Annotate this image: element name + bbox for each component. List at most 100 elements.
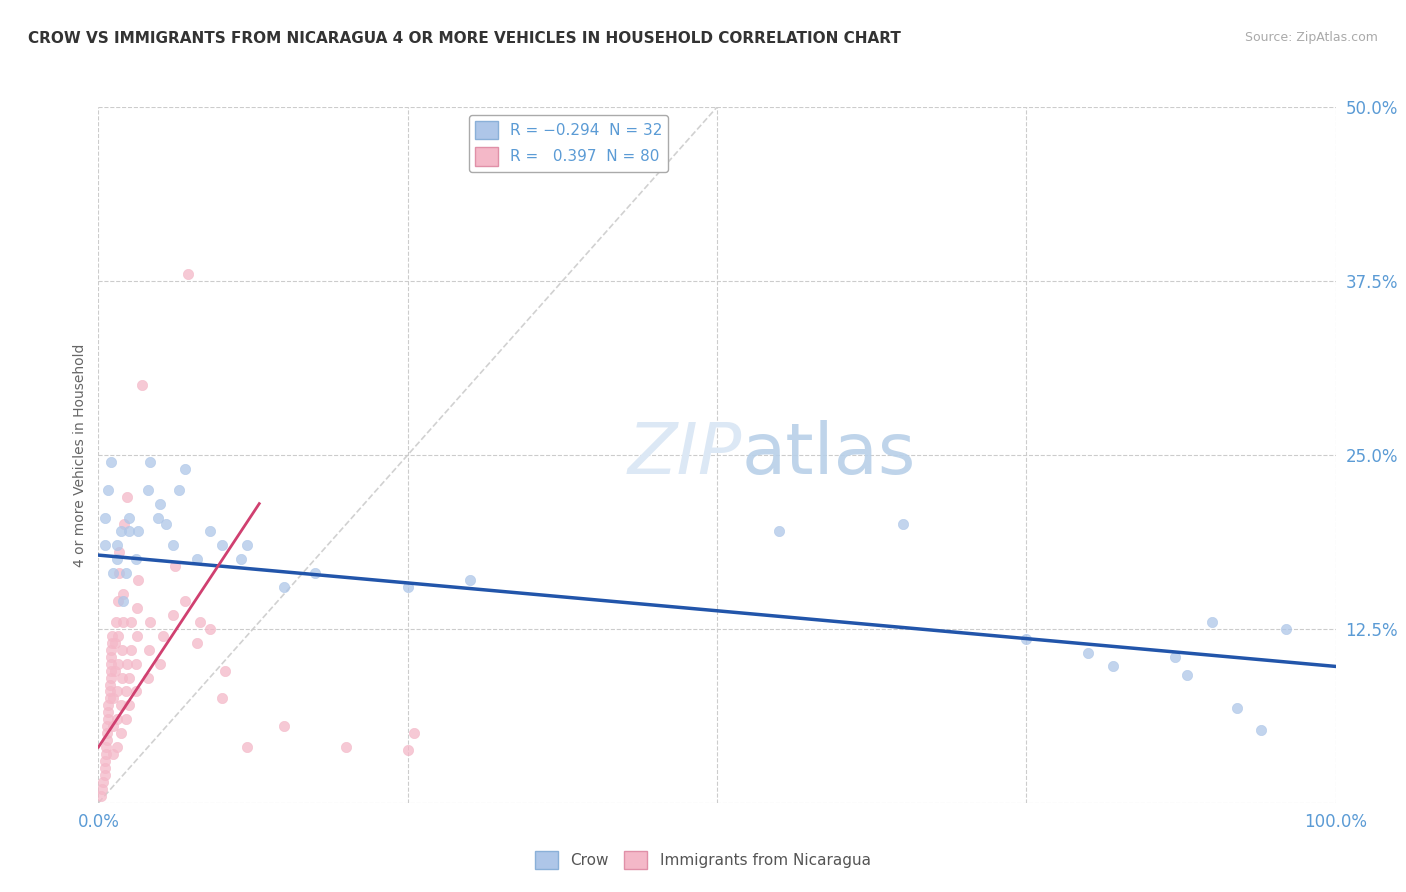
Point (114, 566, 136, 581)
Point (174, 462, 197, 476)
Point (104, 615, 127, 629)
Point (458, 573, 481, 587)
Point (103, 664, 125, 678)
Point (97, 712, 120, 726)
Point (188, 615, 211, 629)
Point (112, 615, 135, 629)
Point (214, 664, 236, 678)
Point (162, 538, 184, 552)
Point (97, 706, 120, 720)
Point (273, 580, 295, 594)
Point (1015, 632, 1038, 646)
Text: ZIP: ZIP (627, 420, 742, 490)
Point (90, 789, 112, 803)
Point (103, 636, 125, 650)
Point (114, 712, 136, 726)
Point (402, 726, 425, 740)
Point (174, 594, 197, 608)
Point (1077, 646, 1099, 660)
Point (114, 684, 136, 698)
Point (236, 538, 259, 552)
Point (124, 684, 146, 698)
Point (93, 775, 115, 789)
Point (138, 642, 160, 657)
Point (211, 538, 233, 552)
Point (108, 545, 131, 559)
Point (105, 552, 128, 566)
Point (97, 483, 120, 497)
Point (165, 559, 187, 574)
Point (1250, 723, 1272, 738)
Point (105, 740, 128, 755)
Point (103, 747, 125, 761)
Point (396, 580, 419, 594)
Point (768, 524, 790, 539)
Point (127, 573, 149, 587)
Point (93, 768, 115, 782)
Point (103, 566, 125, 581)
Point (120, 642, 142, 657)
Point (110, 698, 132, 713)
Y-axis label: 4 or more Vehicles in Household: 4 or more Vehicles in Household (73, 343, 87, 566)
Point (112, 594, 135, 608)
Point (110, 524, 132, 539)
Point (98, 691, 121, 706)
Point (91, 781, 114, 796)
Point (146, 510, 169, 524)
Text: CROW VS IMMIGRANTS FROM NICARAGUA 4 OR MORE VEHICLES IN HOUSEHOLD CORRELATION CH: CROW VS IMMIGRANTS FROM NICARAGUA 4 OR M… (28, 31, 901, 46)
Point (107, 657, 129, 671)
Text: Source: ZipAtlas.com: Source: ZipAtlas.com (1244, 31, 1378, 45)
Point (118, 671, 141, 685)
Point (96, 733, 118, 747)
Point (105, 684, 128, 698)
Point (100, 664, 122, 678)
Point (105, 538, 128, 552)
Point (96, 719, 118, 733)
Point (136, 483, 159, 497)
Point (98, 677, 121, 691)
Point (100, 671, 122, 685)
Point (94, 747, 117, 761)
Point (1175, 667, 1198, 681)
Point (162, 607, 184, 622)
Legend: Crow, Immigrants from Nicaragua: Crow, Immigrants from Nicaragua (530, 845, 876, 875)
Point (186, 636, 208, 650)
Point (103, 691, 125, 706)
Point (198, 622, 221, 636)
Point (111, 671, 134, 685)
Point (120, 615, 142, 629)
Point (93, 510, 115, 524)
Point (152, 629, 174, 643)
Point (149, 497, 172, 511)
Point (107, 594, 129, 608)
Point (198, 524, 221, 539)
Point (98, 684, 121, 698)
Point (101, 636, 124, 650)
Point (304, 566, 326, 581)
Point (273, 719, 295, 733)
Point (97, 698, 120, 713)
Point (127, 524, 149, 539)
Point (1102, 659, 1125, 673)
Text: atlas: atlas (742, 420, 917, 490)
Point (112, 517, 135, 532)
Point (139, 615, 162, 629)
Point (93, 761, 115, 775)
Point (118, 698, 141, 713)
Point (124, 657, 146, 671)
Point (107, 629, 129, 643)
Point (100, 642, 122, 657)
Point (105, 712, 128, 726)
Point (131, 378, 153, 392)
Point (103, 719, 125, 733)
Point (176, 267, 198, 281)
Point (1275, 622, 1298, 636)
Point (108, 566, 131, 581)
Point (167, 483, 190, 497)
Point (891, 517, 914, 532)
Point (100, 455, 122, 469)
Point (335, 740, 357, 755)
Point (186, 552, 208, 566)
Point (136, 671, 159, 685)
Point (101, 629, 124, 643)
